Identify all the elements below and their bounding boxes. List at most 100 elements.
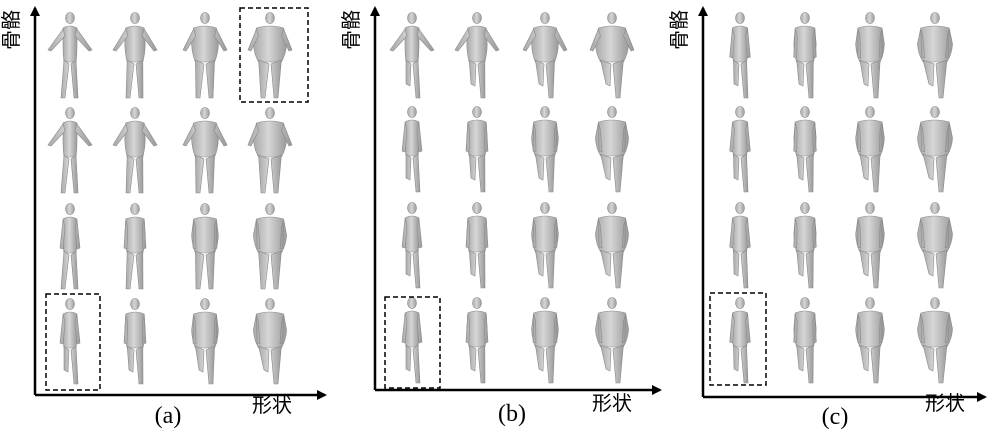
y-axis-label: 骨骼 — [667, 10, 691, 50]
body-mesh — [595, 203, 628, 289]
head — [801, 203, 810, 214]
body-mesh — [595, 107, 628, 193]
legs — [797, 60, 814, 98]
legs — [860, 250, 880, 288]
body-mesh — [183, 13, 227, 99]
legs — [61, 155, 78, 193]
x-axis-label: 形状 — [925, 391, 965, 415]
head — [408, 13, 417, 24]
head — [541, 107, 550, 118]
torso — [532, 26, 559, 62]
body-mesh — [856, 298, 885, 384]
legs — [860, 154, 880, 192]
body-mesh — [113, 13, 157, 99]
head — [266, 108, 275, 119]
legs — [61, 60, 78, 98]
legs — [923, 250, 947, 288]
legs — [469, 154, 485, 192]
head — [736, 298, 745, 309]
legs — [923, 60, 947, 98]
legs — [535, 154, 554, 192]
torso — [405, 26, 419, 62]
legs — [923, 154, 947, 192]
x-axis-label: 形状 — [592, 391, 632, 415]
torso — [63, 312, 77, 348]
torso — [125, 312, 145, 348]
body-mesh — [48, 13, 92, 99]
head — [66, 108, 75, 119]
body-mesh — [192, 204, 219, 290]
head — [541, 298, 550, 309]
legs — [797, 154, 814, 192]
body-mesh — [532, 203, 559, 289]
body-mesh — [590, 13, 634, 99]
torso — [405, 216, 419, 252]
legs — [259, 60, 282, 98]
torso — [467, 216, 487, 252]
head — [608, 107, 617, 118]
legs — [797, 345, 814, 383]
head — [801, 13, 810, 24]
legs — [259, 251, 282, 289]
head — [801, 298, 810, 309]
body-mesh — [466, 107, 488, 193]
head — [201, 108, 210, 119]
legs — [126, 60, 143, 98]
head — [801, 107, 810, 118]
legs — [126, 155, 143, 193]
body-mesh — [730, 298, 751, 384]
head — [541, 203, 550, 214]
body-mesh — [856, 13, 885, 99]
panel-label: (b) — [498, 401, 526, 427]
head — [866, 203, 875, 214]
body-mesh — [523, 13, 567, 99]
legs — [195, 60, 214, 98]
body-mesh — [595, 298, 628, 384]
torso — [595, 26, 628, 62]
head — [866, 13, 875, 24]
head — [866, 107, 875, 118]
body-mesh — [730, 107, 751, 193]
body-mesh — [856, 203, 885, 289]
panel-label: (a) — [155, 403, 182, 429]
body-mesh — [390, 13, 434, 99]
body-mesh — [455, 13, 499, 99]
torso — [192, 26, 219, 62]
head — [736, 107, 745, 118]
body-mesh — [124, 299, 146, 385]
torso — [467, 26, 487, 62]
body-mesh — [794, 107, 817, 193]
head — [608, 13, 617, 24]
legs — [601, 154, 624, 192]
torso — [253, 26, 286, 62]
body-mesh — [794, 13, 817, 99]
torso — [125, 26, 145, 62]
torso — [192, 121, 219, 157]
torso — [405, 120, 419, 156]
head — [201, 299, 210, 310]
legs — [733, 250, 748, 288]
legs — [195, 155, 214, 193]
legs — [259, 346, 282, 384]
head — [736, 13, 745, 24]
head — [473, 203, 482, 214]
head — [931, 13, 940, 24]
head — [736, 203, 745, 214]
torso — [405, 311, 419, 347]
body-mesh — [532, 107, 559, 193]
legs — [469, 345, 485, 383]
torso — [63, 217, 77, 253]
torso — [732, 216, 748, 252]
head — [408, 203, 417, 214]
head — [266, 299, 275, 310]
legs — [195, 346, 214, 384]
body-mesh — [183, 108, 227, 194]
body-mesh — [402, 203, 422, 289]
head — [131, 108, 140, 119]
body-mesh — [794, 298, 817, 384]
legs — [860, 60, 880, 98]
body-mesh — [60, 299, 80, 385]
body-mesh — [794, 203, 817, 289]
body-mesh — [113, 108, 157, 194]
body-mesh — [917, 298, 952, 384]
